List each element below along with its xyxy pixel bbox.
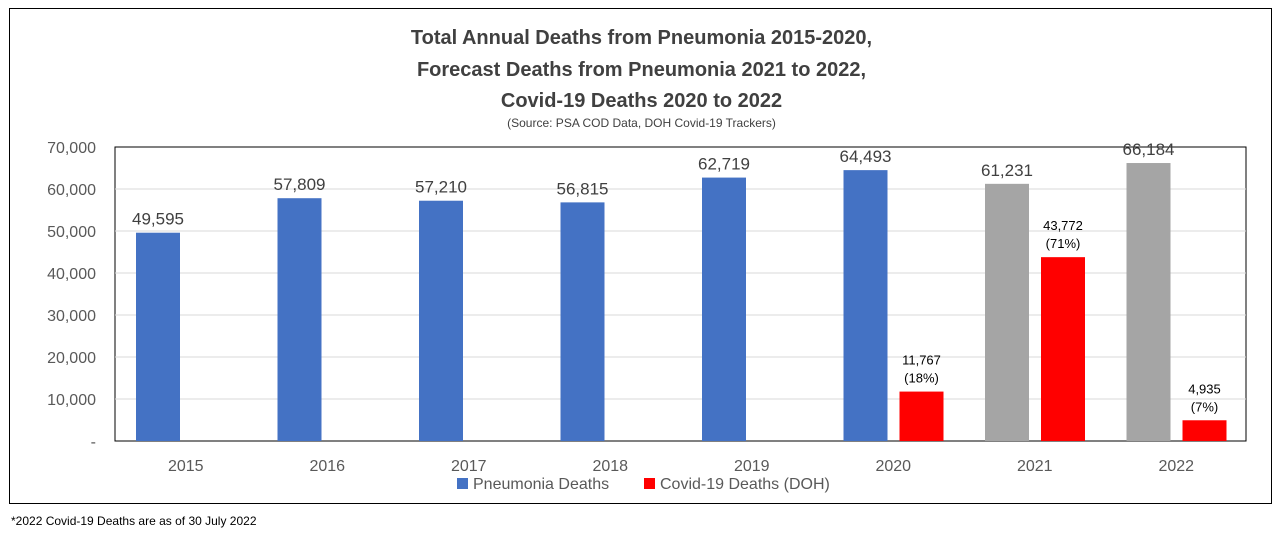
bar-pneumonia-2019 xyxy=(702,177,746,441)
x-tick-label-2015: 2015 xyxy=(168,458,204,475)
chart-subtitle: (Source: PSA COD Data, DOH Covid-19 Trac… xyxy=(507,116,776,130)
bar-pneumonia-2017 xyxy=(419,200,463,441)
y-tick-label: 40,000 xyxy=(47,266,96,283)
footnote: *2022 Covid-19 Deaths are as of 30 July … xyxy=(11,514,257,528)
data-label-pneumonia-2022: 66,184 xyxy=(1123,140,1175,159)
chart-title-line-1: Total Annual Deaths from Pneumonia 2015-… xyxy=(410,27,873,49)
x-tick-label-2019: 2019 xyxy=(734,458,770,475)
x-tick-label-2022: 2022 xyxy=(1158,458,1194,475)
bar-pneumonia-2015 xyxy=(136,232,180,441)
x-tick-label-2018: 2018 xyxy=(592,458,628,475)
data-label-covid-2020: 11,767 xyxy=(902,353,941,368)
data-sublabel-covid-2020: (18%) xyxy=(904,371,939,386)
chart-title-line-3: Covid-19 Deaths 2020 to 2022 xyxy=(500,90,783,112)
x-tick-label-2021: 2021 xyxy=(1017,458,1053,475)
data-label-pneumonia-2016: 57,809 xyxy=(274,175,326,194)
data-label-pneumonia-2019: 62,719 xyxy=(698,155,750,174)
bar-pneumonia-2016 xyxy=(277,198,322,441)
y-tick-label: 20,000 xyxy=(47,350,96,367)
x-tick-label-2020: 2020 xyxy=(875,458,911,475)
x-tick-label-2017: 2017 xyxy=(451,458,487,475)
data-label-pneumonia-2018: 56,815 xyxy=(557,179,609,198)
legend-label-covid: Covid-19 Deaths (DOH) xyxy=(660,476,830,493)
bar-pneumonia-2021 xyxy=(985,183,1029,441)
y-tick-label: 30,000 xyxy=(47,308,96,325)
data-sublabel-covid-2021: (71%) xyxy=(1046,236,1081,251)
bar-pneumonia-2022 xyxy=(1126,163,1171,441)
chart-title-line-2: Forecast Deaths from Pneumonia 2021 to 2… xyxy=(416,59,867,81)
bar-pneumonia-2018 xyxy=(560,202,605,441)
y-tick-label: 50,000 xyxy=(47,224,96,241)
bar-covid-2022 xyxy=(1182,420,1227,441)
x-tick-label-2016: 2016 xyxy=(309,458,345,475)
y-tick-label: - xyxy=(91,434,96,451)
chart-frame: Total Annual Deaths from Pneumonia 2015-… xyxy=(9,8,1272,504)
bar-pneumonia-2020 xyxy=(843,170,888,441)
plot-area-border xyxy=(114,146,1247,442)
y-tick-label: 60,000 xyxy=(47,182,96,199)
bar-covid-2020 xyxy=(899,391,944,441)
data-label-covid-2022: 4,935 xyxy=(1188,381,1221,396)
data-label-pneumonia-2017: 57,210 xyxy=(415,178,467,197)
legend-swatch-covid xyxy=(644,478,655,489)
data-label-pneumonia-2015: 49,595 xyxy=(132,210,184,229)
bar-chart: - 10,000 20,000 30,000 40,000 50,000 60,000 70,… xyxy=(47,140,1247,493)
y-tick-label: 10,000 xyxy=(47,392,96,409)
data-label-pneumonia-2020: 64,493 xyxy=(840,147,892,166)
legend-swatch-pneumonia xyxy=(457,478,468,489)
legend-label-pneumonia: Pneumonia Deaths xyxy=(473,476,609,493)
data-sublabel-covid-2022: (7%) xyxy=(1191,399,1218,414)
data-label-pneumonia-2021: 61,231 xyxy=(981,161,1033,180)
bar-covid-2021 xyxy=(1041,257,1085,441)
data-label-covid-2021: 43,772 xyxy=(1043,218,1083,233)
y-tick-label: 70,000 xyxy=(47,140,96,157)
